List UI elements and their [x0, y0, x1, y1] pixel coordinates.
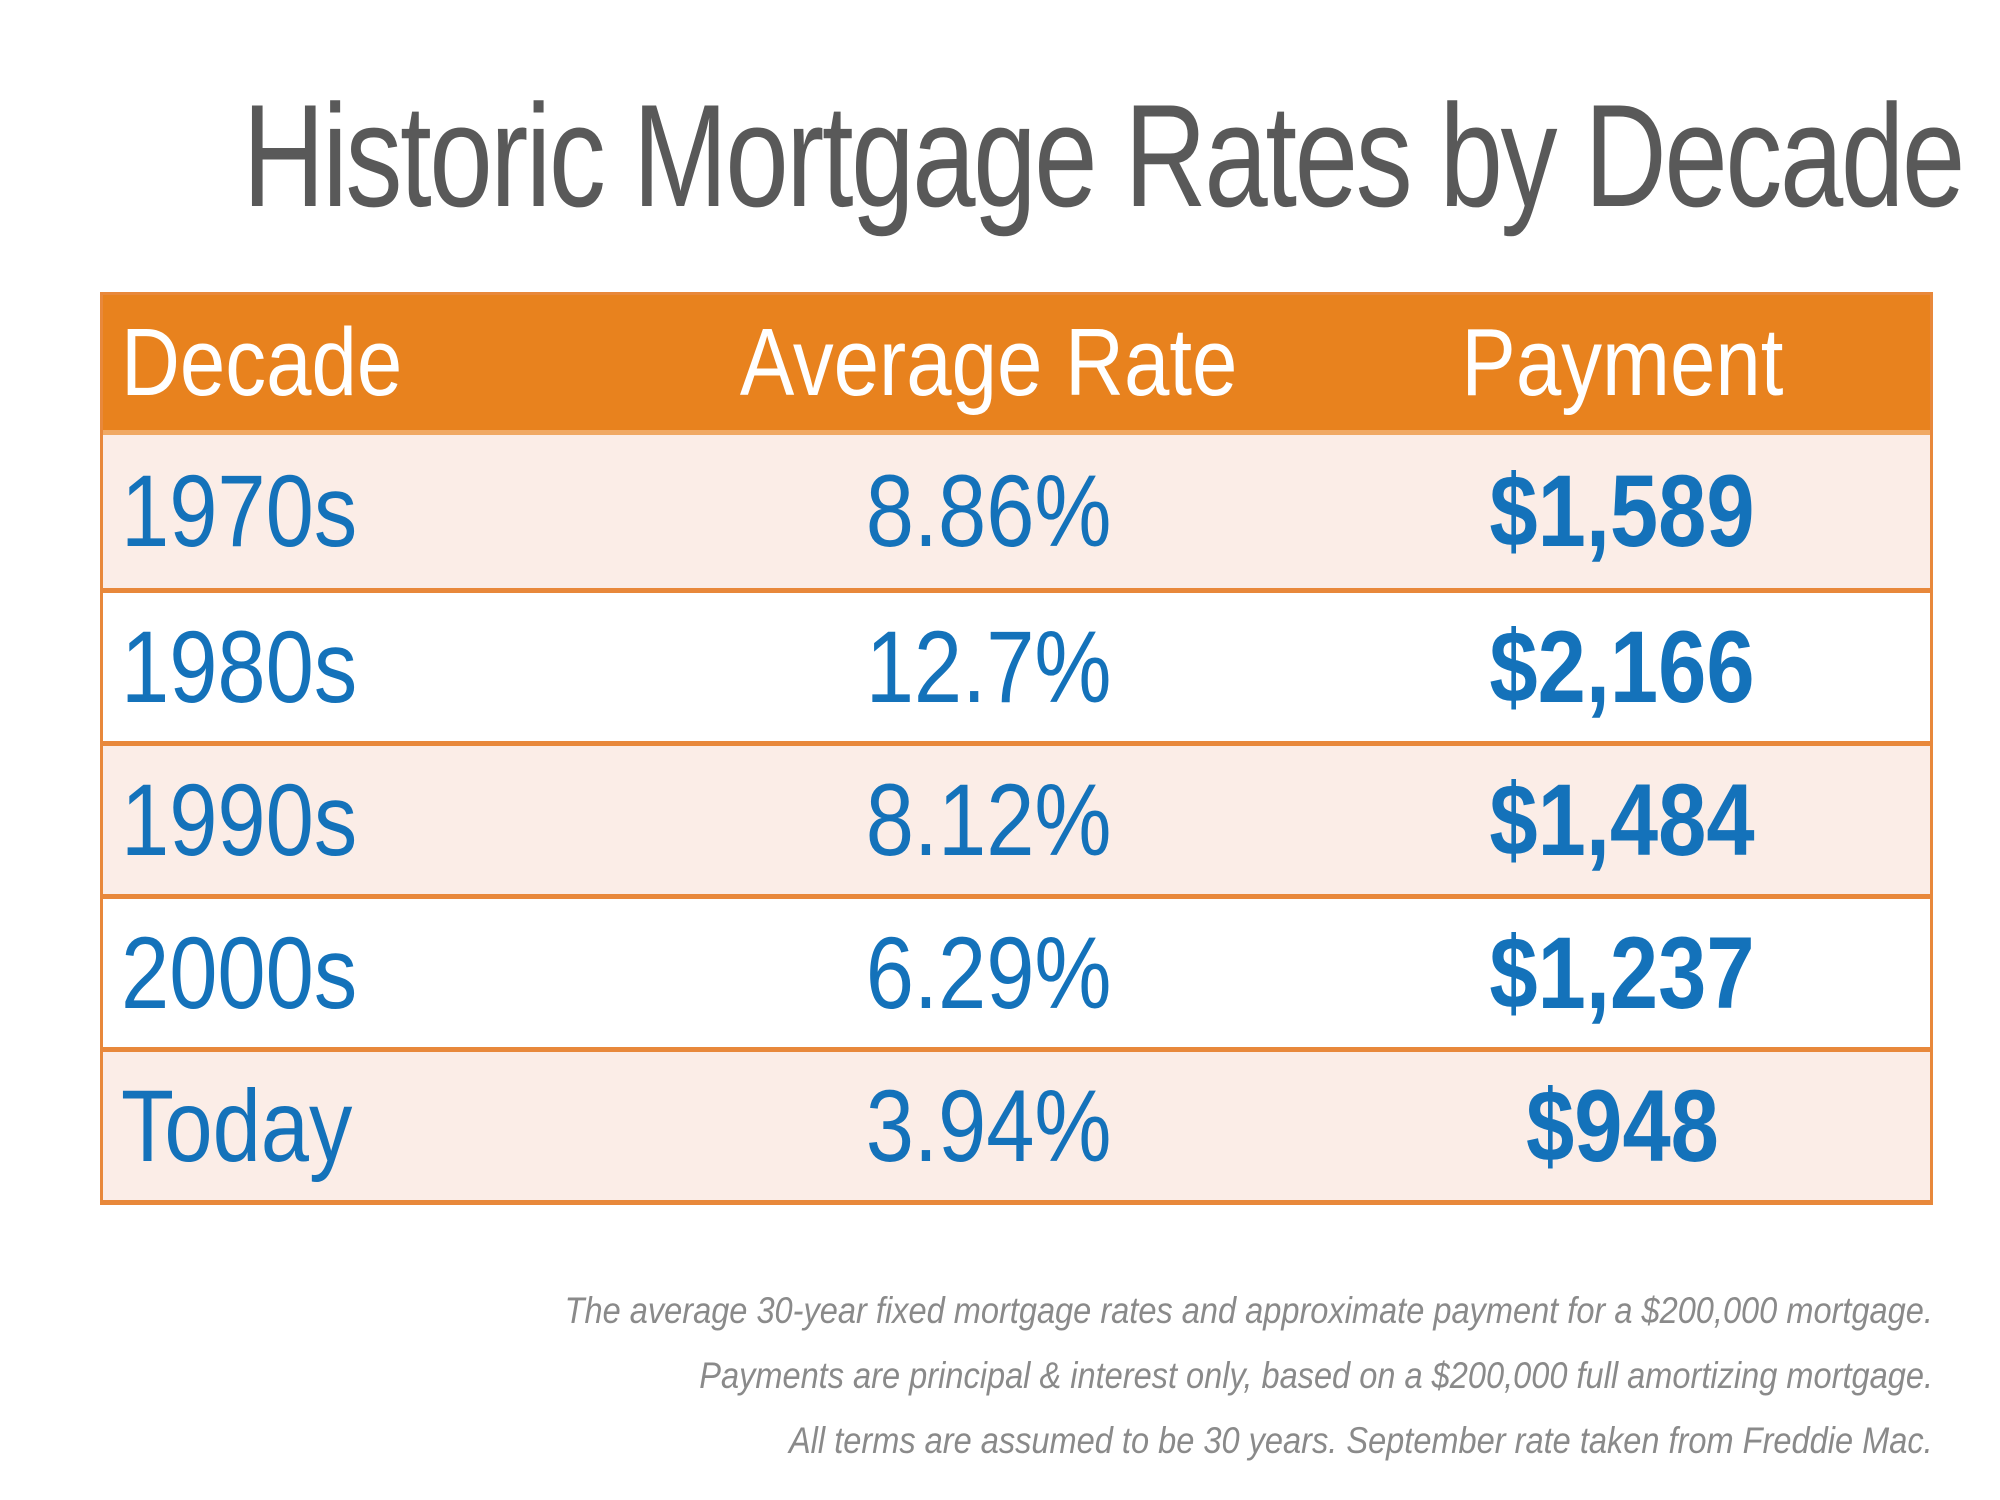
table-row-1990s: 1990s 8.12% $1,484: [103, 741, 1930, 894]
cell-payment: $1,484: [1489, 762, 1755, 877]
cell-payment: $2,166: [1489, 609, 1755, 724]
cell-average-rate: 3.94%: [865, 1068, 1112, 1183]
cell-average-rate: 8.86%: [865, 454, 1112, 568]
header-cell-decade: Decade: [121, 308, 403, 416]
cell-payment: $948: [1525, 1068, 1719, 1183]
cell-decade: 1970s: [121, 454, 358, 568]
table-row-today: Today 3.94% $948: [103, 1047, 1930, 1200]
table-row-1980s: 1980s 12.7% $2,166: [103, 588, 1930, 741]
header-cell-average-rate: Average Rate: [739, 308, 1237, 416]
cell-decade: 2000s: [121, 915, 358, 1030]
cell-decade: Today: [121, 1068, 353, 1183]
cell-average-rate: 8.12%: [865, 762, 1112, 877]
cell-average-rate: 6.29%: [865, 915, 1112, 1030]
mortgage-rates-table: Decade Average Rate Payment 1970s 8.86% …: [100, 292, 1933, 1205]
table-row-1970s: 1970s 8.86% $1,589: [103, 435, 1930, 588]
footnote-line: Payments are principal & interest only, …: [699, 1355, 1933, 1396]
cell-payment: $1,237: [1489, 915, 1755, 1030]
footnote-line: The average 30-year fixed mortgage rates…: [564, 1290, 1933, 1331]
footnote: The average 30-year fixed mortgage rates…: [378, 1282, 1933, 1477]
table-row-2000s: 2000s 6.29% $1,237: [103, 894, 1930, 1047]
cell-decade: 1990s: [121, 762, 358, 877]
cell-decade: 1980s: [121, 609, 358, 724]
table-header-row: Decade Average Rate Payment: [103, 295, 1930, 435]
cell-payment: $1,589: [1489, 454, 1755, 568]
page-title: Historic Mortgage Rates by Decade: [0, 72, 2000, 240]
page-title-text: Historic Mortgage Rates by Decade: [242, 74, 1966, 237]
footnote-line: All terms are assumed to be 30 years. Se…: [789, 1420, 1933, 1461]
cell-average-rate: 12.7%: [865, 609, 1112, 724]
header-cell-payment: Payment: [1461, 308, 1784, 416]
